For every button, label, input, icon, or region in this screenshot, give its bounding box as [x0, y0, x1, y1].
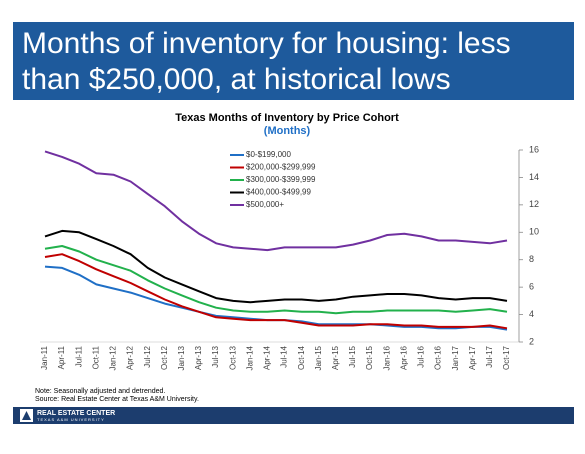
x-tick-label: Oct-11: [91, 345, 100, 369]
slide-title: Months of inventory for housing: less: [22, 27, 511, 60]
footer-bar: [13, 407, 574, 424]
footer-sub: TEXAS A&M UNIVERSITY: [37, 417, 105, 422]
legend-label: $300,000-$399,999: [246, 175, 316, 184]
x-tick-label: Oct-13: [228, 345, 237, 370]
series-line: [44, 245, 508, 315]
slide-title: than $250,000, at historical lows: [22, 63, 451, 96]
note: Note: Seasonally adjusted and detrended.: [35, 388, 165, 395]
x-tick-label: Jan-11: [40, 345, 49, 369]
x-tick-label: Jul-16: [417, 345, 426, 367]
x-tick-label: Jul-11: [74, 345, 83, 367]
x-tick-label: Apr-13: [194, 345, 203, 370]
y-tick-label: 12: [529, 199, 539, 209]
x-tick-label: Apr-16: [399, 345, 408, 370]
note: Source: Real Estate Center at Texas A&M …: [35, 396, 199, 403]
x-tick-label: Apr-15: [331, 345, 340, 370]
title-banner: [13, 22, 574, 100]
legend-label: $500,000+: [246, 200, 284, 209]
x-tick-label: Apr-17: [468, 345, 477, 370]
legend-label: $200,000-$299,999: [246, 163, 316, 172]
y-tick-label: 4: [529, 309, 534, 319]
x-tick-label: Jul-17: [485, 345, 494, 367]
x-tick-label: Apr-14: [263, 345, 272, 370]
x-tick-label: Oct-17: [502, 345, 511, 370]
y-tick-label: 10: [529, 227, 539, 237]
footer-name: REAL ESTATE CENTER: [37, 410, 115, 417]
legend-label: $0-$199,000: [246, 150, 291, 159]
legend-label: $400,000-$499,99: [246, 188, 312, 197]
y-tick-label: 8: [529, 254, 534, 264]
y-tick-label: 2: [529, 336, 534, 346]
series-line: [44, 253, 508, 330]
y-tick-label: 6: [529, 282, 534, 292]
x-tick-label: Jan-12: [109, 345, 118, 370]
chart-title: Texas Months of Inventory by Price Cohor…: [175, 112, 399, 124]
series-line: [44, 229, 508, 304]
x-tick-label: Jul-15: [348, 345, 357, 367]
x-tick-label: Apr-12: [126, 345, 135, 370]
series-line: [44, 150, 508, 252]
x-tick-label: Jul-13: [211, 345, 220, 367]
x-tick-label: Jan-15: [314, 345, 323, 370]
x-tick-label: Oct-15: [365, 345, 374, 370]
x-tick-label: Jan-13: [177, 345, 186, 370]
x-tick-label: Oct-16: [434, 345, 443, 370]
x-tick-label: Jan-17: [451, 345, 460, 370]
x-tick-label: Apr-11: [57, 345, 66, 369]
x-tick-label: Jan-16: [382, 345, 391, 370]
x-tick-label: Oct-12: [160, 345, 169, 370]
x-tick-label: Jul-14: [280, 345, 289, 367]
x-tick-label: Oct-14: [297, 345, 306, 370]
x-tick-label: Jan-14: [245, 345, 254, 370]
y-tick-label: 14: [529, 172, 539, 182]
logo-mark: [22, 411, 31, 420]
x-tick-label: Jul-12: [143, 345, 152, 367]
chart-subtitle: (Months): [264, 125, 311, 137]
y-tick-label: 16: [529, 144, 539, 154]
